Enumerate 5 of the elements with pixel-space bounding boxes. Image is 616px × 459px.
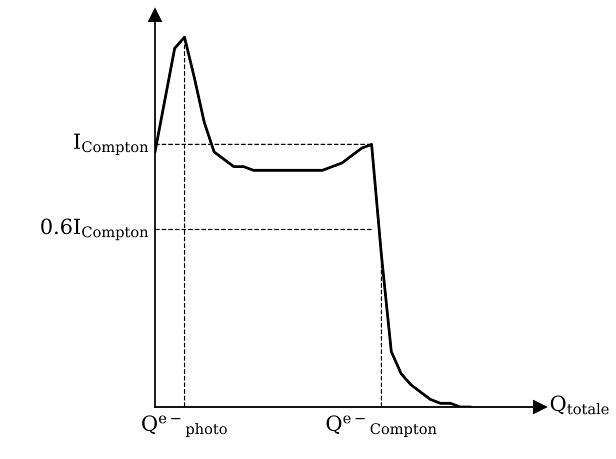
ref-line-label: I$_{Compton}$ [74,134,148,156]
ref-line-label: 0.6I$_{Compton}$ [41,218,148,240]
x-axis-title: Q$_{totale}$ [550,395,609,414]
x-tick-label: Q$^{e−}$$_{Compton}$ [326,415,437,438]
x-tick-label: Q$^{e−}$$_{photo}$ [142,415,227,438]
